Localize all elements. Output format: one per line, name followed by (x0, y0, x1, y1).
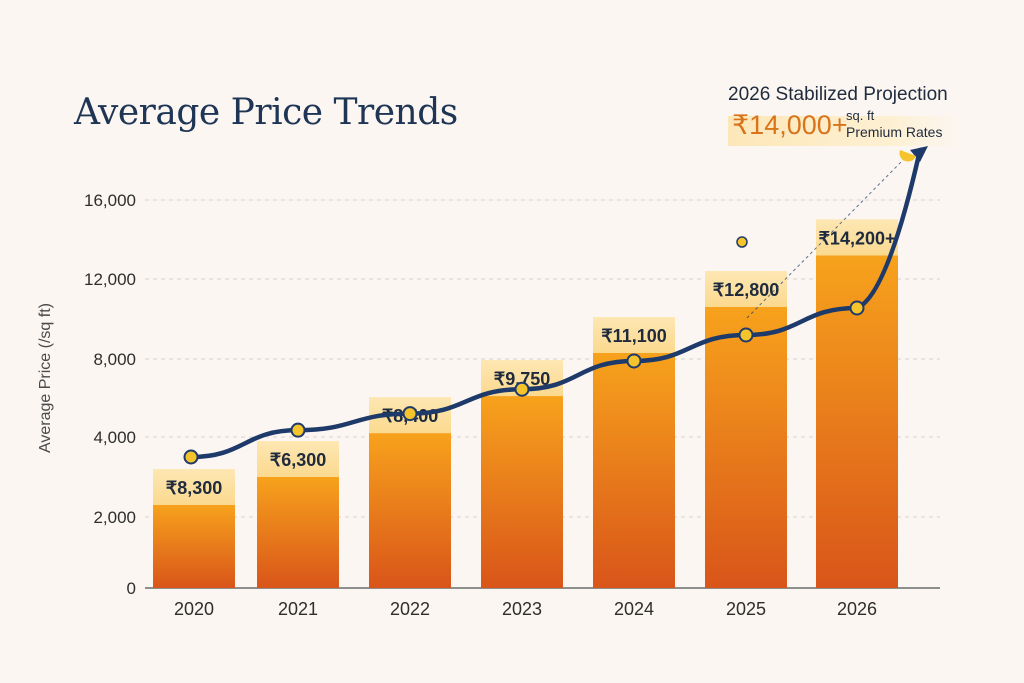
projection-dashed-line (746, 157, 906, 319)
x-tick-label: 2025 (726, 599, 766, 619)
bar-value-label: ₹14,200+ (818, 228, 895, 248)
y-tick-label: 16,000 (84, 191, 136, 210)
bar (369, 433, 451, 588)
trend-line-group (183, 146, 928, 465)
callout-highlight (728, 116, 960, 146)
trend-marker (402, 406, 418, 422)
projection-callout: 2026 Stabilized Projection ₹14,000+ sq. … (728, 84, 988, 148)
chart-title: Average Price Trends (74, 92, 458, 133)
x-tick-label: 2024 (614, 599, 654, 619)
callout-price: ₹14,000+ (732, 110, 848, 140)
x-tick-label: 2026 (837, 599, 877, 619)
bar (257, 477, 339, 588)
bar-label-bg (593, 317, 675, 353)
projection-marker (899, 150, 916, 162)
bar-label-bg (257, 441, 339, 477)
y-tick-label: 12,000 (84, 270, 136, 289)
bar (153, 505, 235, 588)
callout-unit: sq. ft (846, 108, 875, 123)
bar-value-label: ₹12,800 (713, 280, 780, 300)
x-tick-label: 2020 (174, 599, 214, 619)
trend-arrowhead (910, 146, 928, 162)
trend-marker (514, 381, 530, 397)
callout-title: 2026 Stabilized Projection (728, 84, 948, 105)
bar-label-bg (705, 271, 787, 307)
x-ticks: 2020 2021 2022 2023 2024 2025 2026 (174, 599, 877, 619)
trend-marker (849, 300, 865, 316)
bar-label-bg (816, 219, 898, 256)
callout-row: ₹14,000+ sq. ft Premium Rates (728, 108, 988, 148)
trend-marker (183, 449, 199, 465)
bar-value-label: ₹8,300 (166, 478, 223, 498)
y-tick-label: 2,000 (93, 508, 136, 527)
bars: ₹8,300₹6,300₹8,400₹9,750₹11,100₹12,800₹1… (153, 219, 898, 589)
bar (481, 396, 563, 588)
y-ticks: 0 2,000 4,000 8,000 12,000 16,000 (84, 191, 136, 598)
bar-value-label: ₹6,300 (270, 450, 327, 470)
trend-marker (738, 327, 754, 343)
bar (593, 353, 675, 588)
bar-value-label: ₹11,100 (601, 326, 667, 346)
y-tick-label: 8,000 (93, 350, 136, 369)
x-tick-label: 2023 (502, 599, 542, 619)
trend-marker (626, 353, 642, 369)
y-tick-label: 4,000 (93, 428, 136, 447)
bar-value-label: ₹9,750 (494, 369, 551, 389)
bar (705, 307, 787, 588)
x-tick-label: 2022 (390, 599, 430, 619)
y-tick-label: 0 (127, 579, 136, 598)
trend-marker-small (736, 236, 748, 248)
callout-subtitle: Premium Rates (846, 124, 943, 140)
x-tick-label: 2021 (278, 599, 318, 619)
trend-marker (290, 422, 306, 438)
bar-label-bg (153, 469, 235, 505)
